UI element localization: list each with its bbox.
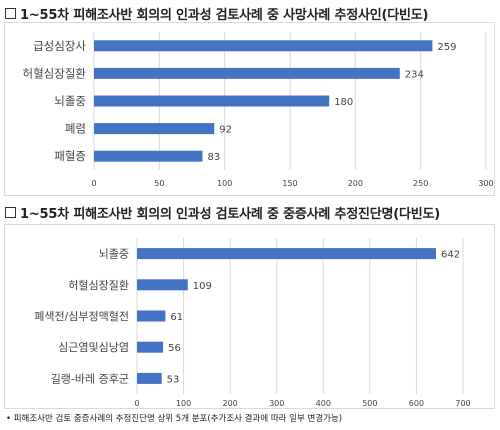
chart2-x-tick-label: 500	[362, 399, 377, 408]
chart2-category-label: 폐색전/심부정맥혈전	[34, 309, 129, 323]
chart2-category-label: 심근염및심낭염	[58, 341, 129, 354]
chart1-bar	[94, 67, 400, 79]
chart1-title: 1~55차 피해조사반 회의의 인과성 검토사례 중 사망사례 추정사인(다빈도…	[5, 4, 428, 23]
chart2-value-label: 642	[441, 250, 460, 261]
chart1-title-text: 1~55차 피해조사반 회의의 인과성 검토사례 중 사망사례 추정사인(다빈도…	[20, 8, 429, 23]
chart2-x-tick-label: 0	[134, 399, 139, 408]
chart2-category-label: 길랭-바레 증후군	[51, 372, 129, 385]
chart2-bar	[137, 341, 164, 353]
chart1-category-label: 급성심장사	[33, 39, 86, 53]
chart1-x-tick-label: 200	[348, 179, 363, 188]
chart1-value-label: 180	[334, 97, 353, 108]
chart2-plot: 0 100 200 300 400 500 600 700 뇌졸중 642 허혈심장질환 109 폐색전…	[4, 224, 495, 409]
chart1-category-label: 패혈증	[54, 149, 86, 163]
chart2-bar	[137, 310, 166, 322]
checkbox-square-icon	[5, 8, 16, 19]
chart2-bar	[137, 279, 188, 291]
footnote: • 피해조사반 검토 중증사례의 추정진단명 상위 5개 분포(추가조사 결과에…	[6, 414, 343, 424]
chart1-category-label: 허혈심장질환	[23, 66, 87, 80]
chart1-bar	[94, 123, 215, 135]
chart2-x-tick-label: 100	[176, 399, 191, 408]
chart2-x-tick-label: 300	[269, 399, 284, 408]
chart1-bar	[94, 40, 433, 52]
chart1-value-label: 83	[207, 152, 220, 163]
chart2-x-tick-label: 400	[316, 399, 331, 408]
chart2-bar	[137, 372, 162, 384]
chart1-bar	[94, 95, 330, 107]
chart2-title-text: 1~55차 피해조사반 회의의 인과성 검토사례 중 중증사례 추정진단명(다빈…	[20, 207, 441, 222]
chart2-value-label: 53	[167, 374, 180, 385]
chart2-x-tick-label: 200	[223, 399, 238, 408]
chart1-x-tick-label: 100	[217, 179, 232, 188]
chart2-value-label: 109	[193, 281, 212, 292]
chart1-x-tick-label: 50	[154, 179, 164, 188]
chart1-x-tick-label: 300	[478, 179, 493, 188]
chart2-x-tick-label: 700	[455, 399, 470, 408]
chart1-plot: 0 50 100 150 200 250 300 급성심장사 259 허혈심장질환 234 뇌졸중 18…	[4, 22, 495, 196]
chart1-value-label: 234	[405, 69, 424, 80]
chart1-x-tick-label: 250	[413, 179, 428, 188]
chart1-x-tick-label: 150	[282, 179, 297, 188]
chart2-category-label: 허혈심장질환	[68, 278, 129, 292]
chart2-x-tick-label: 600	[409, 399, 424, 408]
chart2-value-label: 61	[170, 312, 183, 323]
chart2-title: 1~55차 피해조사반 회의의 인과성 검토사례 중 중증사례 추정진단명(다빈…	[5, 203, 440, 222]
chart1-value-label: 92	[219, 125, 232, 136]
chart1-value-label: 259	[437, 42, 456, 53]
chart1-frame	[4, 22, 495, 196]
chart2-category-label: 뇌졸중	[99, 248, 129, 261]
chart2-bar	[137, 248, 436, 260]
chart1-category-label: 뇌졸중	[54, 94, 86, 108]
chart2-frame	[4, 224, 495, 409]
chart1-bar	[94, 150, 203, 162]
chart2-value-label: 56	[168, 343, 181, 354]
chart1-x-tick-label: 0	[91, 179, 96, 188]
checkbox-square-icon	[5, 207, 16, 218]
chart1-category-label: 폐렴	[65, 122, 86, 136]
